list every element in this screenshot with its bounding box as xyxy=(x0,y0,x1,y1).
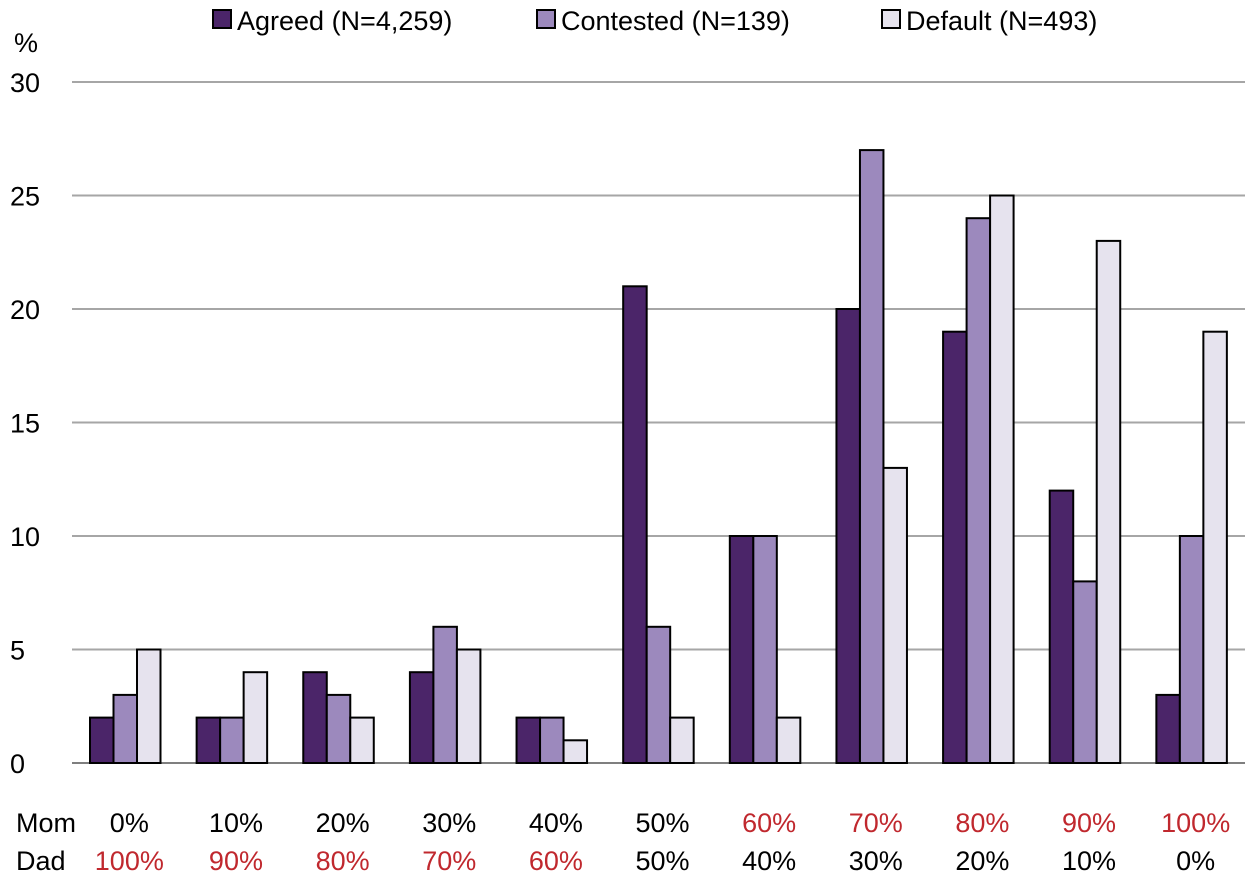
category-label-dad: 70% xyxy=(422,846,476,876)
legend-swatch xyxy=(881,9,901,29)
bar-default-7 xyxy=(882,466,908,764)
bar-default-3 xyxy=(455,648,482,764)
category-label-mom: 30% xyxy=(422,808,476,838)
bar-contested-7 xyxy=(858,149,885,765)
category-label-mom: 50% xyxy=(635,808,689,838)
category-label-dad: 0% xyxy=(1176,846,1215,876)
category-label-dad: 50% xyxy=(635,846,689,876)
bar-agreed-8 xyxy=(942,330,968,764)
category-label-dad: 10% xyxy=(1062,846,1116,876)
bar-contested-9 xyxy=(1072,580,1098,765)
category-labels: Mom Dad 0% 100% 10% 90% 20% 80% 30% 70% 40% 60% 50% 5… xyxy=(16,808,1230,876)
bar-agreed-10 xyxy=(1155,693,1181,765)
bar-agreed-3 xyxy=(408,671,435,765)
bar-contested-5 xyxy=(645,625,672,764)
bar-contested-1 xyxy=(219,716,245,764)
y-tick-label: 10 xyxy=(10,522,40,552)
bar-default-6 xyxy=(775,716,802,764)
row-label-dad: Dad xyxy=(16,846,66,876)
y-tick-label: 0 xyxy=(10,749,25,779)
category-label-dad: 60% xyxy=(529,846,583,876)
y-tick-label: 5 xyxy=(10,636,25,666)
bar-contested-0 xyxy=(112,693,138,765)
category-label-dad: 80% xyxy=(316,846,370,876)
category-label-mom: 10% xyxy=(209,808,263,838)
legend-swatch xyxy=(536,9,556,29)
legend-entry: Contested (N=139) xyxy=(536,6,790,36)
bars xyxy=(89,149,1228,765)
category-label-mom: 20% xyxy=(316,808,370,838)
bar-contested-4 xyxy=(539,716,565,764)
bar-default-5 xyxy=(669,716,695,764)
legend-entry: Agreed (N=4,259) xyxy=(212,6,452,36)
legend-label: Agreed (N=4,259) xyxy=(237,6,452,36)
category-label-mom: 80% xyxy=(955,808,1009,838)
bar-default-1 xyxy=(242,671,269,765)
bar-agreed-5 xyxy=(622,285,648,764)
legend-label: Contested (N=139) xyxy=(561,6,790,36)
bar-default-4 xyxy=(562,739,589,764)
bar-contested-3 xyxy=(432,625,458,764)
bar-contested-6 xyxy=(752,535,778,764)
bar-agreed-9 xyxy=(1048,489,1075,764)
bar-agreed-0 xyxy=(89,716,115,764)
category-label-dad: 30% xyxy=(849,846,903,876)
bar-contested-10 xyxy=(1178,535,1205,764)
legend-swatch xyxy=(212,9,232,29)
category-label-mom: 90% xyxy=(1062,808,1116,838)
legend-label: Default (N=493) xyxy=(906,6,1097,36)
bar-default-2 xyxy=(349,716,375,764)
legend-entry: Default (N=493) xyxy=(881,6,1097,36)
y-axis-label: % xyxy=(14,28,38,58)
bar-agreed-2 xyxy=(302,671,328,765)
gridlines xyxy=(72,81,1245,764)
y-tick-label: 15 xyxy=(10,409,40,439)
category-label-dad: 20% xyxy=(955,846,1009,876)
y-tick-label: 25 xyxy=(10,182,40,212)
category-label-dad: 90% xyxy=(209,846,263,876)
bar-contested-2 xyxy=(325,693,352,765)
bar-agreed-4 xyxy=(515,716,542,764)
category-label-dad: 100% xyxy=(95,846,164,876)
category-label-dad: 40% xyxy=(742,846,796,876)
bar-contested-8 xyxy=(965,217,992,764)
bar-agreed-7 xyxy=(835,308,861,764)
y-tick-label: 20 xyxy=(10,295,40,325)
category-label-mom: 0% xyxy=(110,808,149,838)
category-label-mom: 100% xyxy=(1161,808,1230,838)
row-label-mom: Mom xyxy=(16,808,76,838)
bar-default-10 xyxy=(1202,330,1228,764)
y-axis-ticks: 0 5 10 15 20 25 30 xyxy=(10,68,40,779)
bar-agreed-1 xyxy=(195,716,222,764)
category-label-mom: 40% xyxy=(529,808,583,838)
category-label-mom: 70% xyxy=(849,808,903,838)
legend: Agreed (N=4,259) Contested (N=139) Default… xyxy=(212,6,1097,36)
bar-default-8 xyxy=(989,194,1015,764)
y-tick-label: 30 xyxy=(10,68,40,98)
category-label-mom: 60% xyxy=(742,808,796,838)
bar-agreed-6 xyxy=(728,535,755,764)
bar-default-0 xyxy=(136,648,162,764)
bar-default-9 xyxy=(1095,239,1122,764)
